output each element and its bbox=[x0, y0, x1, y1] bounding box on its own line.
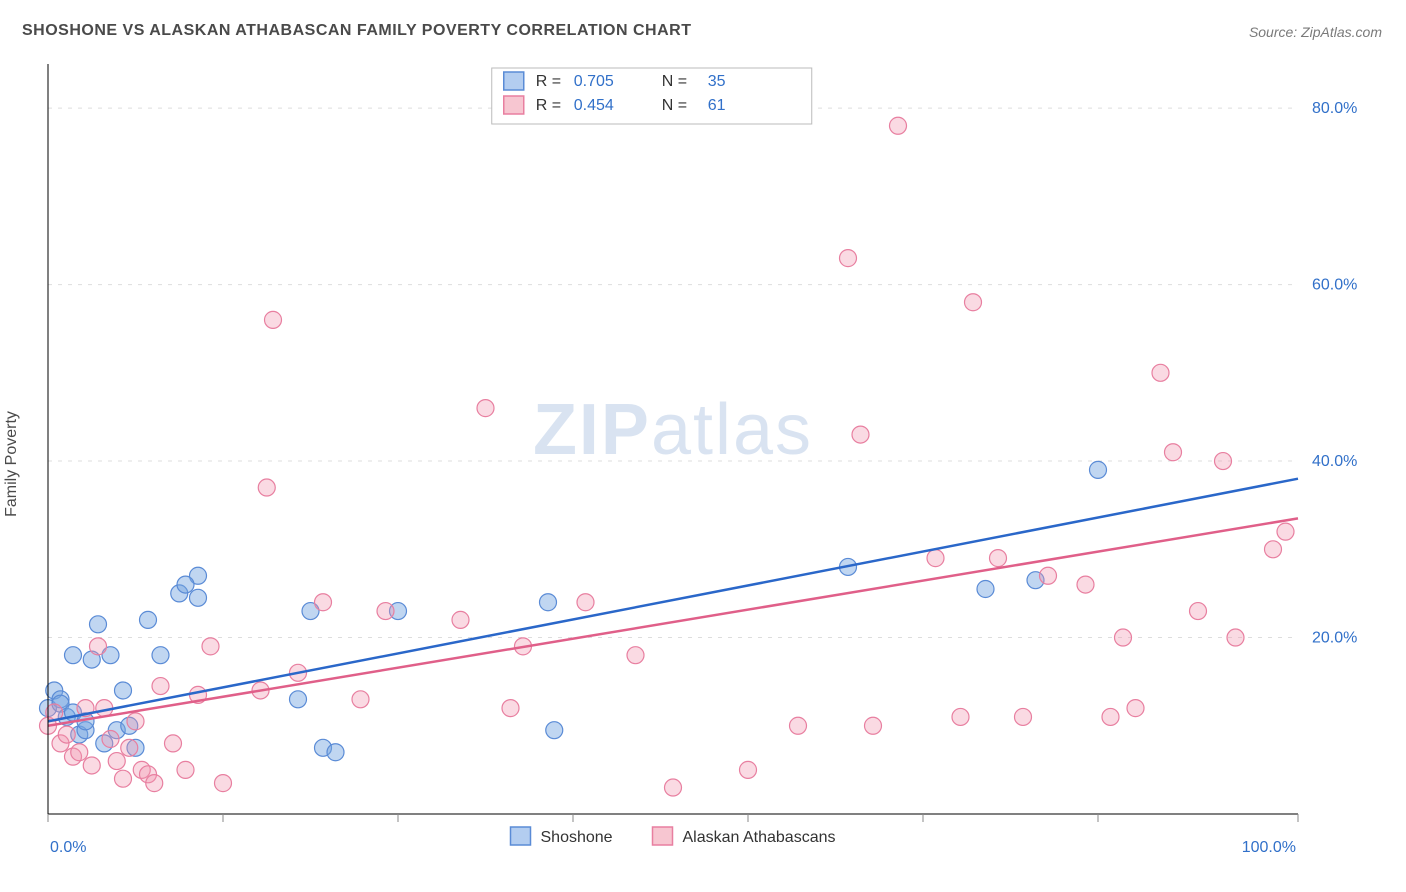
legend-series-label: Shoshone bbox=[541, 829, 613, 846]
data-point bbox=[1215, 453, 1232, 470]
data-point bbox=[71, 744, 88, 761]
data-point bbox=[1265, 541, 1282, 558]
data-point bbox=[852, 426, 869, 443]
data-point bbox=[83, 757, 100, 774]
scatter-chart: 20.0% 40.0% 60.0% 80.0% ZIPatlas 0.0% 100.0% R … bbox=[18, 54, 1388, 874]
data-point bbox=[102, 731, 119, 748]
data-point bbox=[152, 678, 169, 695]
legend-n-label: N = bbox=[662, 97, 687, 114]
legend-swatch bbox=[504, 72, 524, 90]
x-tick-label: 0.0% bbox=[50, 839, 86, 856]
data-point bbox=[1227, 629, 1244, 646]
data-point bbox=[1127, 700, 1144, 717]
data-point bbox=[1190, 603, 1207, 620]
data-point bbox=[177, 576, 194, 593]
legend-r-value: 0.705 bbox=[574, 73, 614, 90]
data-point bbox=[1152, 364, 1169, 381]
data-point bbox=[790, 717, 807, 734]
data-point bbox=[740, 761, 757, 778]
data-point bbox=[108, 753, 125, 770]
data-point bbox=[115, 682, 132, 699]
data-point bbox=[58, 726, 75, 743]
data-point bbox=[1077, 576, 1094, 593]
data-point bbox=[377, 603, 394, 620]
data-point bbox=[90, 616, 107, 633]
legend-r-label: R = bbox=[536, 73, 561, 90]
data-point bbox=[965, 294, 982, 311]
legend-swatch bbox=[511, 827, 531, 845]
data-point bbox=[127, 713, 144, 730]
data-point bbox=[265, 311, 282, 328]
data-point bbox=[165, 735, 182, 752]
y-axis-label: Family Poverty bbox=[3, 411, 21, 517]
data-point bbox=[452, 611, 469, 628]
data-point bbox=[1040, 567, 1057, 584]
data-point bbox=[952, 708, 969, 725]
trend-line bbox=[48, 479, 1298, 722]
chart-title: SHOSHONE VS ALASKAN ATHABASCAN FAMILY PO… bbox=[22, 22, 691, 40]
data-point bbox=[315, 594, 332, 611]
data-point bbox=[290, 691, 307, 708]
y-tick-label: 60.0% bbox=[1312, 277, 1357, 294]
data-point bbox=[202, 638, 219, 655]
data-point bbox=[215, 775, 232, 792]
data-point bbox=[890, 117, 907, 134]
data-point bbox=[1015, 708, 1032, 725]
data-point bbox=[627, 647, 644, 664]
legend-swatch bbox=[504, 96, 524, 114]
data-point bbox=[840, 250, 857, 267]
data-point bbox=[1102, 708, 1119, 725]
data-point bbox=[121, 739, 138, 756]
y-tick-label: 20.0% bbox=[1312, 630, 1357, 647]
data-point bbox=[477, 400, 494, 417]
legend-swatch bbox=[653, 827, 673, 845]
data-point bbox=[927, 550, 944, 567]
legend-n-label: N = bbox=[662, 73, 687, 90]
watermark: ZIPatlas bbox=[533, 390, 813, 470]
data-point bbox=[146, 775, 163, 792]
data-point bbox=[540, 594, 557, 611]
data-point bbox=[1090, 461, 1107, 478]
data-point bbox=[140, 611, 157, 628]
data-point bbox=[258, 479, 275, 496]
data-point bbox=[352, 691, 369, 708]
legend-series-label: Alaskan Athabascans bbox=[683, 829, 836, 846]
data-point bbox=[990, 550, 1007, 567]
x-tick-label: 100.0% bbox=[1242, 839, 1296, 856]
data-point bbox=[1277, 523, 1294, 540]
data-point bbox=[177, 761, 194, 778]
data-point bbox=[865, 717, 882, 734]
data-point bbox=[152, 647, 169, 664]
legend-r-label: R = bbox=[536, 97, 561, 114]
trend-line bbox=[48, 518, 1298, 725]
data-point bbox=[90, 638, 107, 655]
y-tick-label: 80.0% bbox=[1312, 100, 1357, 117]
chart-container: Family Poverty 20.0%40.0%60.0%80.0%ZIPat… bbox=[18, 54, 1388, 874]
source-attribution: Source: ZipAtlas.com bbox=[1249, 24, 1382, 40]
data-point bbox=[1115, 629, 1132, 646]
data-point bbox=[665, 779, 682, 796]
data-point bbox=[977, 581, 994, 598]
legend-n-value: 35 bbox=[708, 73, 726, 90]
legend-r-value: 0.454 bbox=[574, 97, 614, 114]
data-point bbox=[546, 722, 563, 739]
data-point bbox=[327, 744, 344, 761]
data-point bbox=[115, 770, 132, 787]
y-tick-label: 40.0% bbox=[1312, 453, 1357, 470]
data-point bbox=[190, 589, 207, 606]
data-point bbox=[577, 594, 594, 611]
data-point bbox=[502, 700, 519, 717]
legend-n-value: 61 bbox=[708, 97, 726, 114]
data-point bbox=[65, 647, 82, 664]
data-point bbox=[1165, 444, 1182, 461]
